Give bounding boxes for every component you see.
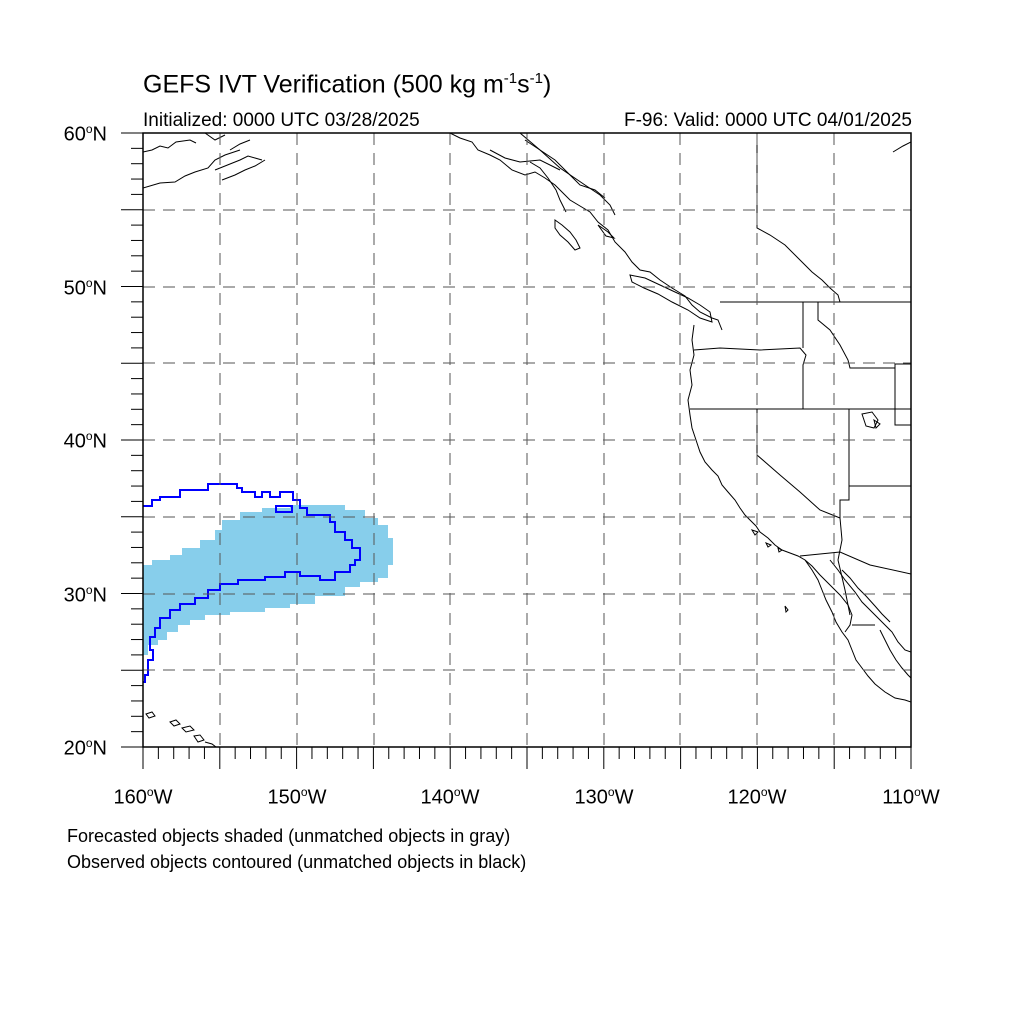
forecast-object — [143, 505, 393, 655]
observed-object-contour — [143, 483, 361, 683]
lat-label-30: 30oN — [63, 583, 107, 607]
tick-marks — [121, 132, 912, 769]
graticule — [143, 133, 911, 747]
lon-label-160: 160oW — [113, 785, 173, 809]
lon-label-140: 140oW — [420, 785, 480, 809]
footnote-observed: Observed objects contoured (unmatched ob… — [67, 852, 527, 872]
lat-label-40: 40oN — [63, 429, 107, 453]
observed-object-contour-small — [275, 505, 293, 513]
lat-label-20: 20oN — [63, 736, 107, 760]
coastlines — [143, 133, 911, 747]
lon-label-120: 120oW — [727, 785, 787, 809]
lon-label-110: 110oW — [882, 785, 940, 809]
initialized-label: Initialized: 0000 UTC 03/28/2025 — [143, 110, 420, 131]
lon-label-130: 130oW — [574, 785, 634, 809]
valid-time-label: F-96: Valid: 0000 UTC 04/01/2025 — [624, 110, 912, 131]
lat-label-60: 60oN — [63, 122, 107, 146]
lon-label-150: 150oW — [267, 785, 327, 809]
plot-title: GEFS IVT Verification (500 kg m-1s-1) — [143, 70, 552, 99]
political-boundaries — [690, 133, 911, 626]
footnote-forecast: Forecasted objects shaded (unmatched obj… — [67, 826, 511, 846]
lat-label-50: 50oN — [63, 276, 107, 300]
